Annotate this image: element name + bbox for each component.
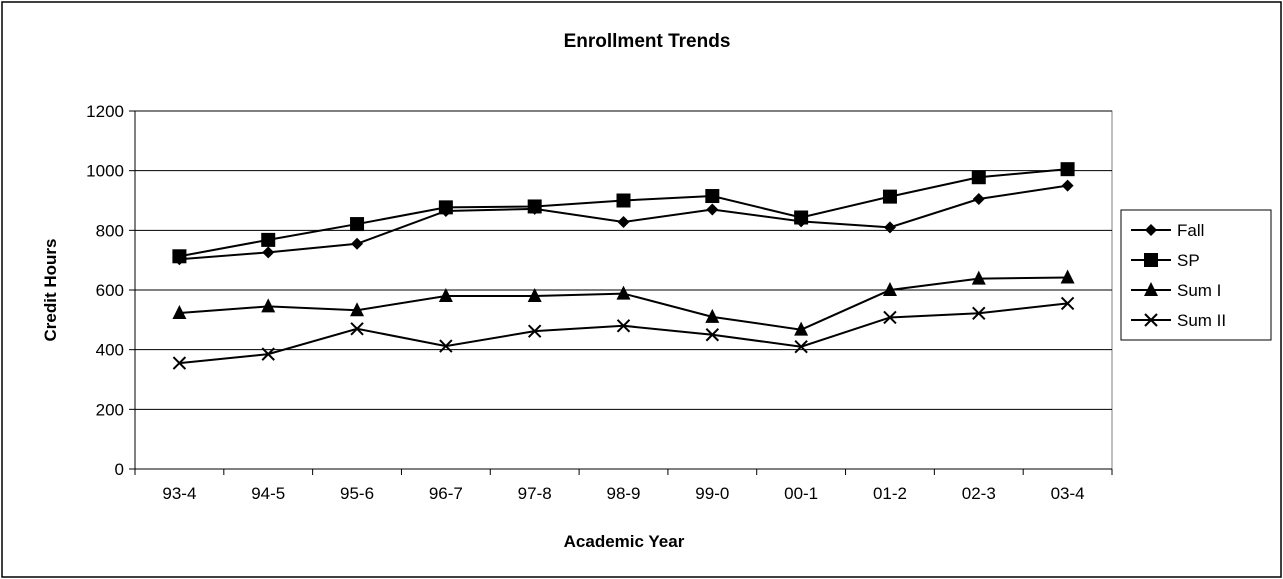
legend: Fall SP Sum I Sum II	[1120, 209, 1272, 341]
x-tick-label: 93-4	[162, 484, 196, 503]
legend-item-sp: SP	[1131, 251, 1200, 270]
series-sp	[172, 162, 1075, 264]
series-sum-ii	[172, 296, 1075, 370]
data-point-sum-ii	[616, 319, 631, 333]
data-point-sum-ii	[350, 322, 364, 336]
data-point-fall	[617, 215, 630, 228]
data-point-sum-i	[794, 321, 809, 336]
data-point-sp	[261, 232, 276, 247]
x-tick-label: 97-8	[518, 484, 552, 503]
data-point-sp	[350, 217, 365, 232]
legend-label: Fall	[1177, 221, 1204, 240]
y-tick-label: 200	[96, 400, 124, 419]
x-tick-label: 98-9	[606, 484, 640, 503]
x-marker-stroke	[172, 356, 187, 370]
chart-title: Enrollment Trends	[564, 31, 731, 52]
data-point-sp	[616, 193, 631, 208]
x-tick-label: 02-3	[962, 484, 996, 503]
x-tick-label: 96-7	[429, 484, 463, 503]
data-point-sum-ii	[261, 347, 275, 361]
x-marker-stroke	[705, 328, 720, 342]
data-point-sp	[438, 200, 453, 215]
legend-box	[1120, 209, 1272, 341]
legend-label: Sum II	[1177, 311, 1226, 330]
y-tick-label: 1200	[86, 102, 124, 121]
data-point-sum-i	[527, 287, 542, 302]
data-point-fall	[351, 237, 364, 250]
data-point-sp	[705, 189, 720, 204]
data-point-fall	[1061, 179, 1074, 192]
x-marker-stroke	[1144, 313, 1158, 327]
x-marker-stroke	[972, 306, 986, 320]
y-tick-label: 600	[96, 281, 124, 300]
x-tick-label: 99-0	[695, 484, 729, 503]
data-point-sp	[1060, 162, 1075, 177]
x-tick-label: 94-5	[251, 484, 285, 503]
data-point-fall	[972, 193, 985, 206]
x-marker-stroke	[350, 322, 364, 336]
legend-item-sum-i: Sum I	[1131, 281, 1221, 300]
data-point-sum-i	[616, 285, 631, 300]
data-point-sp	[971, 170, 986, 185]
x-marker-stroke	[439, 339, 453, 353]
data-point-sp	[882, 189, 897, 204]
x-marker-stroke	[883, 310, 897, 325]
y-tick-label: 400	[96, 341, 124, 360]
x-marker-stroke	[794, 339, 808, 354]
legend-marker-sum-i	[1144, 282, 1158, 296]
data-point-sp	[172, 249, 187, 264]
data-point-fall	[883, 221, 896, 234]
data-point-fall	[706, 203, 719, 216]
data-point-sum-i	[971, 270, 986, 285]
x-marker-stroke	[616, 319, 631, 333]
x-tick-label: 00-1	[784, 484, 818, 503]
data-point-sum-ii	[439, 339, 453, 353]
data-point-sp	[527, 199, 542, 214]
y-tick-label: 1000	[86, 162, 124, 181]
legend-label: Sum I	[1177, 281, 1221, 300]
data-point-sp	[794, 210, 809, 225]
y-tick-label: 800	[96, 221, 124, 240]
y-tick-label: 0	[115, 460, 124, 479]
x-axis-title: Academic Year	[564, 532, 685, 551]
y-axis-title: Credit Hours	[41, 239, 60, 342]
legend-label: SP	[1177, 251, 1200, 270]
x-marker-stroke	[1060, 296, 1075, 311]
plot-area: 0 200 400 600 800 1000 1200 93-4 94-5 95-6 96-7 97-…	[86, 102, 1113, 503]
data-point-sum-ii	[527, 324, 542, 338]
series-sum-i	[172, 269, 1075, 336]
data-point-sum-ii	[883, 310, 897, 325]
data-point-sum-i	[172, 304, 187, 319]
data-point-fall	[262, 246, 275, 259]
legend-marker-sp	[1144, 253, 1158, 267]
data-point-sum-i	[438, 287, 453, 302]
x-tick-label: 01-2	[873, 484, 907, 503]
x-marker-stroke	[261, 347, 275, 361]
data-point-sum-ii	[1060, 296, 1075, 311]
legend-marker-sum-ii	[1144, 313, 1158, 327]
data-point-sum-ii	[172, 356, 187, 370]
data-point-sum-i	[882, 282, 897, 296]
x-marker-stroke	[527, 324, 542, 338]
data-point-sum-ii	[972, 306, 986, 320]
data-point-sum-i	[261, 298, 276, 313]
data-point-sum-ii	[794, 339, 808, 354]
data-point-sum-ii	[705, 328, 720, 342]
data-point-sum-i	[350, 302, 365, 317]
data-point-sum-i	[1060, 269, 1075, 284]
legend-item-fall: Fall	[1131, 221, 1204, 240]
x-tick-label: 03-4	[1051, 484, 1085, 503]
legend-marker-fall	[1145, 224, 1157, 236]
x-tick-label: 95-6	[340, 484, 374, 503]
data-point-sum-i	[705, 308, 720, 323]
legend-item-sum-ii: Sum II	[1131, 311, 1226, 330]
